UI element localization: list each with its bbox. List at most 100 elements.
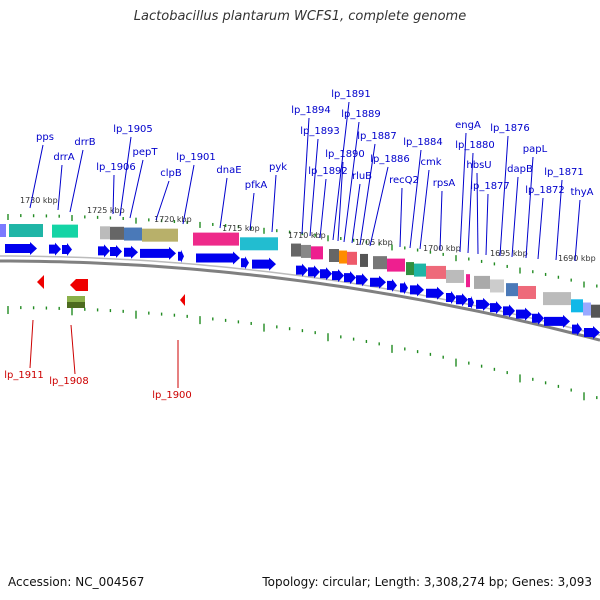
gene-block	[583, 302, 591, 316]
gene-block	[414, 263, 426, 277]
gene-label: lp_1900	[152, 390, 192, 401]
gene-block	[406, 262, 414, 276]
gene-label: lp_1901	[176, 152, 216, 163]
gene-label: recQ2	[389, 175, 419, 186]
reverse-gene-arrow	[70, 279, 88, 291]
forward-gene-arrow	[426, 286, 444, 300]
label-leader-line	[182, 164, 195, 225]
label-leader-line	[337, 161, 344, 242]
label-leader-line	[129, 159, 144, 219]
gene-block	[52, 224, 78, 238]
scale-labels: 1730 kbp 1725 kbp 1720 kbp 1715 kbp 1710 kbp…	[20, 196, 596, 263]
forward-gene-arrow	[456, 293, 468, 307]
gene-label: pepT	[133, 147, 159, 158]
gene-label: rpsA	[433, 178, 456, 189]
gene-block	[311, 246, 323, 260]
label-leader-line	[511, 176, 519, 258]
forward-gene-arrow	[370, 275, 386, 289]
scale-label: 1695 kbp	[490, 249, 528, 258]
scale-label: 1715 kbp	[222, 224, 260, 233]
gene-block	[373, 256, 387, 270]
reverse-gene-block	[67, 296, 85, 302]
forward-gene-arrow	[49, 242, 61, 256]
gene-block	[387, 258, 405, 272]
label-leader-line	[57, 164, 63, 211]
gene-block	[518, 285, 536, 299]
label-leader-line	[555, 179, 563, 261]
forward-gene-arrow	[468, 295, 474, 309]
gene-block	[329, 249, 339, 263]
forward-gene-arrow	[503, 304, 515, 318]
forward-gene-arrow	[241, 256, 249, 270]
gene-block	[124, 227, 142, 241]
genome-backbone	[0, 255, 600, 342]
forward-gene-arrow	[490, 301, 502, 315]
gene-label: drrA	[53, 152, 74, 163]
label-leader-line	[112, 174, 115, 215]
forward-gene-arrow	[356, 273, 368, 287]
gene-label: lp_1886	[370, 154, 410, 165]
forward-gene-arrow	[584, 326, 600, 340]
label-leader-line	[70, 324, 76, 375]
label-leader-line	[359, 143, 376, 246]
topology-text: Topology: circular; Length: 3,308,274 bp…	[262, 575, 592, 589]
gene-label: lp_1872	[525, 185, 565, 196]
forward-gene-arrow	[5, 242, 37, 256]
forward-gene-arrow	[332, 269, 344, 283]
gene-block	[110, 226, 124, 240]
forward-gene-blocks	[0, 224, 600, 318]
label-leader-line	[467, 152, 474, 254]
label-leader-line	[29, 319, 34, 369]
gene-block	[100, 226, 110, 240]
label-leader-line	[419, 169, 430, 250]
label-leader-line	[301, 117, 310, 235]
label-leader-line	[119, 136, 132, 217]
label-leader-line	[343, 121, 360, 243]
label-leader-line	[485, 193, 489, 256]
gene-block	[466, 274, 470, 288]
forward-gene-arrow	[98, 244, 110, 258]
label-leader-line	[271, 174, 277, 233]
gene-block	[360, 253, 368, 267]
reverse-gene-arrow	[180, 294, 185, 306]
gene-label: lp_1894	[291, 105, 331, 116]
gene-label: pps	[36, 132, 54, 143]
gene-label: pyk	[269, 162, 287, 173]
label-leader-line	[499, 135, 509, 257]
label-leader-line	[459, 132, 467, 253]
forward-gene-arrow	[308, 265, 320, 279]
forward-gene-arrow	[296, 263, 308, 277]
forward-gene-arrow	[387, 278, 397, 292]
gene-block	[291, 243, 301, 257]
gene-label: lp_1884	[403, 137, 443, 148]
label-leader-line	[409, 149, 422, 249]
label-leader-line	[319, 178, 327, 239]
gene-block	[142, 228, 178, 242]
label-leader-line	[69, 149, 84, 213]
forward-gene-arrow	[344, 271, 356, 285]
gene-label: engA	[455, 120, 481, 131]
forward-gene-arrow	[320, 267, 332, 281]
gene-block	[240, 237, 278, 251]
gene-label: rluB	[352, 171, 372, 182]
scale-label: 1690 kbp	[558, 254, 596, 263]
gene-label: lp_1893	[300, 126, 340, 137]
backbone-outer	[0, 255, 600, 336]
gene-label: lp_1891	[331, 89, 371, 100]
gene-label: lp_1892	[308, 166, 348, 177]
reverse-gene-labels: lp_1911 lp_1908 lp_1900	[4, 319, 192, 401]
reverse-genes	[37, 275, 185, 308]
gene-block	[474, 275, 490, 289]
gene-label: pfkA	[245, 180, 268, 191]
gene-label: lp_1905	[113, 124, 153, 135]
gene-block	[193, 232, 239, 246]
scale-ticks	[7, 214, 598, 401]
gene-label: clpB	[160, 168, 182, 179]
gene-block	[446, 269, 464, 283]
forward-gene-arrow	[110, 244, 122, 258]
label-leader-line	[525, 156, 534, 259]
scale-label: 1710 kbp	[288, 231, 326, 240]
gene-label: drrB	[74, 137, 95, 148]
forward-gene-arrow	[544, 314, 570, 328]
